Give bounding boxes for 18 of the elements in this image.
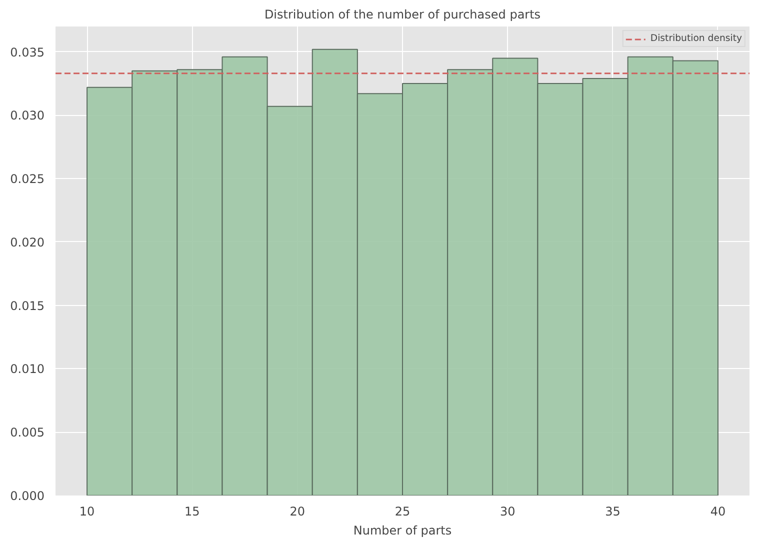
y-tick-label: 0.005 (10, 426, 45, 440)
y-tick-label: 0.035 (10, 45, 45, 60)
x-tick-label: 40 (710, 504, 726, 518)
x-tick-label: 15 (184, 504, 200, 518)
y-tick-label: 0.015 (10, 298, 45, 313)
y-tick-label: 0.030 (10, 108, 45, 123)
x-tick-label: 20 (290, 504, 305, 518)
x-tick-label: 30 (500, 504, 516, 518)
chart-title: Distribution of the number of purchased parts (264, 8, 541, 22)
x-tick-label: 25 (394, 504, 410, 518)
y-tick-label: 0.025 (10, 172, 45, 186)
x-tick-label: 10 (79, 504, 95, 518)
legend-label: Distribution density (650, 33, 742, 44)
x-axis-title: Number of parts (353, 524, 452, 538)
y-tick-label: 0.020 (10, 235, 45, 250)
y-tick-label: 0.000 (10, 489, 45, 503)
y-tick-label: 0.010 (10, 362, 45, 376)
x-tick-label: 35 (605, 504, 620, 518)
